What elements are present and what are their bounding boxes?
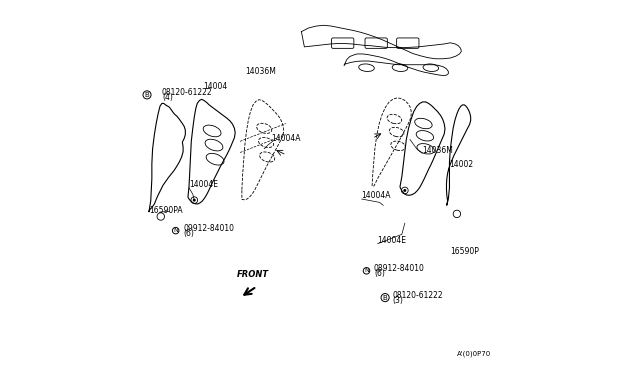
- Text: 14036M: 14036M: [246, 67, 276, 76]
- Text: 14036M: 14036M: [422, 145, 453, 154]
- Text: 14004A: 14004A: [271, 134, 301, 143]
- Text: (6): (6): [183, 229, 194, 238]
- Text: B: B: [145, 92, 149, 98]
- Text: FRONT: FRONT: [237, 270, 269, 279]
- Text: 08912-84010: 08912-84010: [374, 264, 425, 273]
- Text: B: B: [383, 295, 387, 301]
- Text: 16590PA: 16590PA: [149, 206, 182, 215]
- Text: 08120-61222: 08120-61222: [392, 291, 443, 299]
- Circle shape: [403, 189, 406, 192]
- Text: A'(0)0P70: A'(0)0P70: [457, 351, 491, 357]
- Text: 14004A: 14004A: [362, 191, 391, 200]
- Text: 14004: 14004: [203, 82, 227, 91]
- Text: N: N: [364, 268, 369, 273]
- Text: 08120-61222: 08120-61222: [162, 88, 212, 97]
- Text: 09912-84010: 09912-84010: [183, 224, 234, 232]
- Text: (4): (4): [162, 93, 173, 102]
- Text: 14004E: 14004E: [189, 180, 218, 189]
- Text: 14002: 14002: [449, 160, 474, 169]
- Text: 14004E: 14004E: [378, 235, 406, 244]
- Text: 16590P: 16590P: [450, 247, 479, 256]
- Text: N: N: [173, 228, 178, 233]
- Circle shape: [193, 199, 196, 202]
- Text: (3): (3): [392, 296, 403, 305]
- Text: (6): (6): [374, 269, 385, 278]
